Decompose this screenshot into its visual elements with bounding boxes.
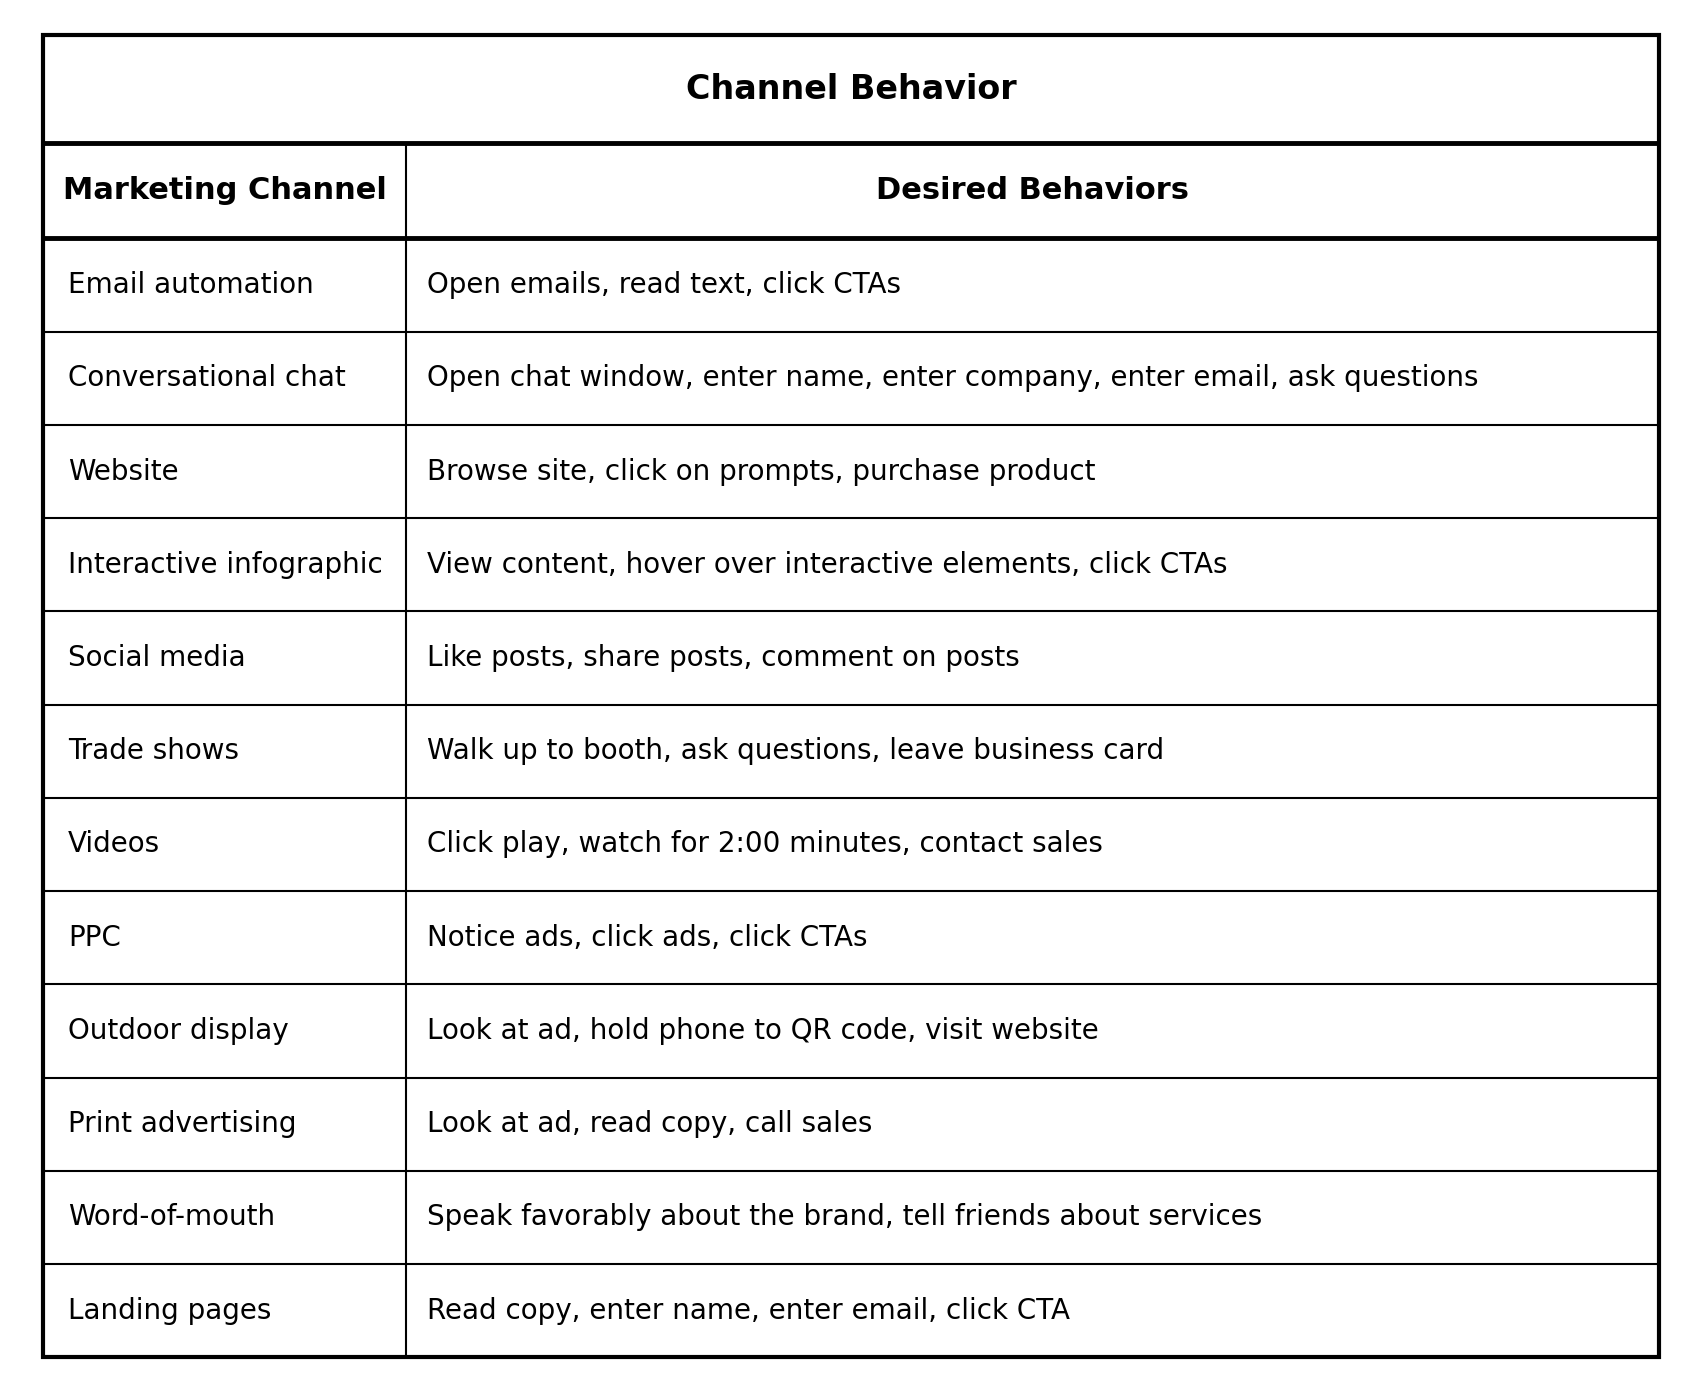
- Text: Website: Website: [68, 458, 179, 486]
- Text: Notice ads, click ads, click CTAs: Notice ads, click ads, click CTAs: [427, 924, 868, 952]
- Text: Landing pages: Landing pages: [68, 1296, 271, 1325]
- Text: Open chat window, enter name, enter company, enter email, ask questions: Open chat window, enter name, enter comp…: [427, 365, 1479, 393]
- Text: Open emails, read text, click CTAs: Open emails, read text, click CTAs: [427, 271, 900, 299]
- Text: Print advertising: Print advertising: [68, 1111, 296, 1139]
- Text: Walk up to booth, ask questions, leave business card: Walk up to booth, ask questions, leave b…: [427, 738, 1164, 766]
- Text: Speak favorably about the brand, tell friends about services: Speak favorably about the brand, tell fr…: [427, 1203, 1261, 1232]
- Text: Like posts, share posts, comment on posts: Like posts, share posts, comment on post…: [427, 644, 1019, 672]
- Text: PPC: PPC: [68, 924, 121, 952]
- Text: Interactive infographic: Interactive infographic: [68, 551, 383, 579]
- Text: Click play, watch for 2:00 minutes, contact sales: Click play, watch for 2:00 minutes, cont…: [427, 831, 1103, 859]
- Text: Trade shows: Trade shows: [68, 738, 238, 766]
- Text: Email automation: Email automation: [68, 271, 313, 299]
- Text: Browse site, click on prompts, purchase product: Browse site, click on prompts, purchase …: [427, 458, 1096, 486]
- Text: Word-of-mouth: Word-of-mouth: [68, 1203, 276, 1232]
- Text: Channel Behavior: Channel Behavior: [686, 72, 1016, 106]
- Text: Look at ad, read copy, call sales: Look at ad, read copy, call sales: [427, 1111, 871, 1139]
- Text: View content, hover over interactive elements, click CTAs: View content, hover over interactive ele…: [427, 551, 1227, 579]
- Text: Outdoor display: Outdoor display: [68, 1018, 289, 1045]
- Text: Desired Behaviors: Desired Behaviors: [877, 177, 1190, 206]
- Text: Look at ad, hold phone to QR code, visit website: Look at ad, hold phone to QR code, visit…: [427, 1018, 1098, 1045]
- Text: Conversational chat: Conversational chat: [68, 365, 346, 393]
- Text: Marketing Channel: Marketing Channel: [63, 177, 386, 206]
- Text: Read copy, enter name, enter email, click CTA: Read copy, enter name, enter email, clic…: [427, 1296, 1071, 1325]
- Text: Videos: Videos: [68, 831, 160, 859]
- Text: Social media: Social media: [68, 644, 245, 672]
